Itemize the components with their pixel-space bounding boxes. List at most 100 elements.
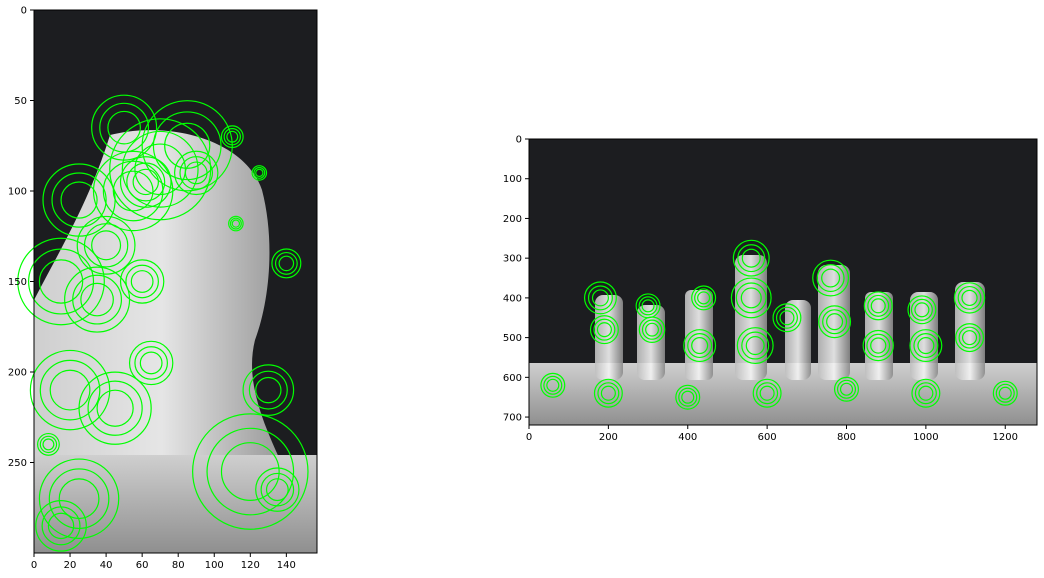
y-tick-label: 500 — [503, 333, 522, 344]
keypoint-circle — [223, 127, 241, 146]
keypoint-circle — [593, 318, 616, 341]
keypoint-circle — [961, 330, 978, 346]
keypoint-circle — [130, 270, 154, 293]
keypoint-circle — [816, 264, 845, 293]
keypoint-circle — [274, 251, 298, 275]
keypoint-circle — [995, 383, 1015, 403]
knight-piece-silhouette — [34, 130, 290, 500]
keypoint-circle — [775, 306, 798, 329]
y-tick-label: 100 — [503, 174, 522, 185]
keypoint-circle — [29, 349, 111, 431]
x-tick-label: 0 — [526, 432, 532, 443]
left-axes-ticks: 0 20 40 60 80 100 120 140 0 50 100 150 200 250 — [8, 6, 296, 572]
keypoint-circle — [99, 102, 150, 153]
keypoint-circle — [907, 295, 937, 325]
keypoint-circle — [255, 467, 300, 512]
keypoint-circle — [255, 168, 264, 178]
keypoint-circle — [911, 378, 941, 408]
y-tick-label: 250 — [8, 458, 27, 469]
y-tick-label: 300 — [503, 254, 522, 265]
y-tick-label: 50 — [14, 96, 27, 107]
keypoint-circle — [589, 315, 619, 345]
x-tick-label: 1000 — [913, 432, 938, 443]
keypoint-circle — [42, 438, 55, 451]
x-tick-label: 400 — [678, 432, 697, 443]
keypoint-circle — [164, 122, 211, 169]
keypoint-circle — [752, 378, 782, 408]
keypoint-circle — [80, 282, 114, 317]
keypoint-circle — [992, 380, 1018, 406]
y-tick-label: 0 — [21, 6, 27, 17]
y-tick-label: 100 — [8, 187, 27, 198]
keypoint-circle — [600, 385, 616, 401]
keypoint-circle — [128, 340, 174, 386]
x-tick-label: 0 — [31, 560, 37, 571]
x-tick-label: 60 — [136, 560, 149, 571]
keypoint-circle — [741, 331, 770, 360]
keypoint-circle — [862, 329, 894, 362]
keypoint-circle — [51, 172, 107, 228]
keypoint-circle — [641, 299, 655, 313]
keypoint-circle — [78, 371, 152, 445]
left-image-panel: 0 20 40 60 80 100 120 140 0 50 100 150 200 250 — [8, 6, 318, 572]
keypoint-circle — [27, 248, 95, 315]
keypoint-circle — [681, 390, 695, 404]
keypoint-circle — [248, 370, 288, 410]
keypoint-circle — [591, 289, 609, 307]
keypoint-circle — [756, 382, 779, 405]
keypoint-circle — [141, 100, 233, 192]
keypoint-circle — [119, 259, 165, 304]
keypoint-circle — [730, 277, 772, 319]
keypoint-circle — [121, 130, 199, 208]
keypoint-circle — [125, 264, 159, 299]
keypoint-circle — [583, 281, 617, 315]
keypoint-circle — [958, 326, 981, 349]
keypoint-circle — [206, 427, 295, 516]
keypoint-circle — [917, 337, 935, 355]
y-tick-label: 200 — [503, 214, 522, 225]
keypoint-circle — [957, 285, 982, 310]
keypoint-circle — [918, 385, 934, 401]
keypoint-circle — [228, 215, 244, 232]
keypoint-circle — [683, 329, 717, 363]
keypoint-circle — [812, 259, 850, 297]
keypoint-circle — [60, 181, 98, 219]
keypoint-circle — [37, 432, 60, 456]
y-tick-label: 600 — [503, 373, 522, 384]
y-tick-label: 700 — [503, 413, 522, 424]
keypoint-circle — [772, 303, 802, 333]
keypoint-circle — [870, 298, 886, 314]
keypoint-circle — [955, 323, 985, 353]
keypoint-circle — [863, 291, 893, 321]
keypoint-circle — [48, 468, 110, 530]
keypoint-circle — [833, 376, 860, 402]
keypoint-circle — [112, 170, 154, 212]
keypoint-circle — [826, 313, 844, 331]
keypoint-circle — [745, 336, 765, 356]
keypoint-circle — [913, 333, 939, 359]
right-image-panel: 0 200 400 600 800 1000 1200 0 100 200 300 400 500 600… — [503, 135, 1038, 444]
keypoint-circle — [265, 478, 289, 502]
x-tick-label: 800 — [837, 432, 856, 443]
keypoint-circle — [675, 384, 701, 410]
y-tick-label: 200 — [8, 368, 27, 379]
keypoint-circle — [737, 244, 766, 273]
x-tick-label: 120 — [241, 560, 260, 571]
keypoint-circle — [134, 346, 168, 380]
keypoint-circle — [587, 285, 613, 311]
keypoint-circle — [641, 319, 663, 340]
keypoint-circle — [139, 351, 163, 375]
keypoint-circle — [759, 385, 775, 401]
keypoint-circle — [107, 110, 141, 145]
keypoint-circle — [242, 364, 295, 416]
keypoint-circle — [540, 372, 566, 398]
right-axes-ticks: 0 200 400 600 800 1000 1200 0 100 200 300 400 500 600… — [503, 135, 1018, 444]
keypoint-circle — [41, 506, 81, 546]
keypoint-circle — [866, 333, 891, 358]
keypoint-circle — [694, 288, 714, 308]
keypoint-circle — [867, 294, 890, 317]
keypoint-circle — [91, 94, 158, 161]
keypoint-circle — [226, 130, 239, 143]
keypoint-circle — [691, 285, 717, 311]
keypoint-circle — [220, 442, 280, 501]
